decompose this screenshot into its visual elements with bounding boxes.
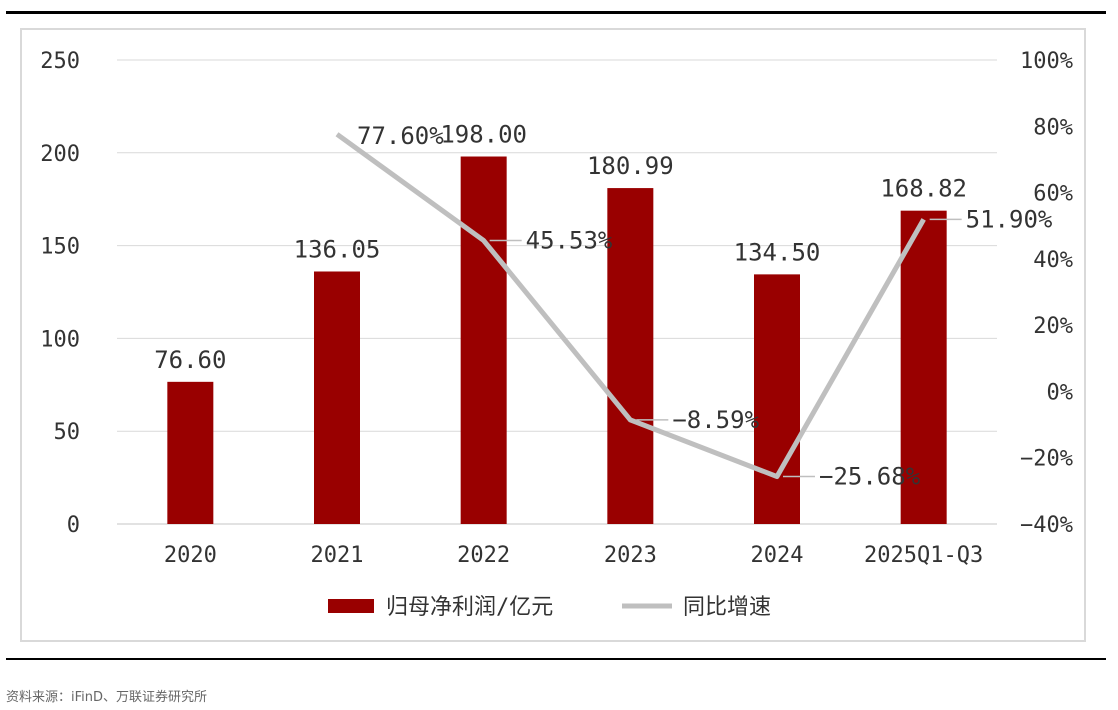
right-tick-label: 40%	[1033, 248, 1073, 273]
right-tick-label: 20%	[1033, 314, 1073, 339]
right-tick-label: 60%	[1033, 182, 1073, 207]
bar-value-label: 136.05	[294, 235, 381, 263]
left-tick-label: 50	[54, 420, 81, 445]
right-tick-label: 80%	[1033, 115, 1073, 140]
x-tick-label: 2021	[311, 543, 364, 568]
line-series: 77.60% 45.53% −8.59% −25.68% 51.90%	[335, 122, 1053, 491]
bar-value-label: 134.50	[734, 238, 821, 266]
line-value-label: 45.53%	[526, 227, 613, 255]
bar-series: 76.60 136.05 198.00 180.99 134.50 168.82	[154, 121, 967, 524]
right-tick-label: −40%	[1020, 513, 1073, 538]
x-tick-label: 2023	[604, 543, 657, 568]
growth-line	[335, 132, 926, 480]
bar	[314, 271, 360, 524]
right-axis: −40% −20% 0% 20% 40% 60% 80% 100%	[1020, 49, 1073, 538]
x-tick-label: 2025Q1-Q3	[864, 543, 983, 568]
line-value-label: 51.90%	[966, 205, 1053, 233]
legend: 归母净利润/亿元 同比增速	[328, 595, 771, 620]
line-value-label: 77.60%	[357, 122, 444, 150]
left-tick-label: 200	[40, 142, 80, 167]
right-tick-label: 0%	[1047, 380, 1074, 405]
source-note: 资料来源：iFinD、万联证券研究所	[6, 690, 208, 705]
x-tick-label: 2022	[457, 543, 510, 568]
right-tick-label: −20%	[1020, 447, 1073, 472]
chart-frame: 0 50 100 150 200 250 −40% −20% 0% 20% 40% 60% 80% 10…	[20, 28, 1086, 642]
legend-bar-swatch	[328, 599, 374, 613]
combo-chart: 0 50 100 150 200 250 −40% −20% 0% 20% 40% 60% 80% 10…	[40, 49, 1073, 620]
legend-line-label: 同比增速	[683, 595, 771, 620]
x-axis: 2020 2021 2022 2023 2024 2025Q1-Q3	[164, 543, 983, 568]
left-tick-label: 150	[40, 235, 80, 260]
bar-value-label: 180.99	[587, 152, 674, 180]
left-tick-label: 100	[40, 327, 80, 352]
x-tick-label: 2020	[164, 543, 217, 568]
bar	[900, 210, 947, 524]
bar	[167, 381, 214, 524]
bar	[754, 274, 800, 524]
top-rule	[6, 11, 1106, 14]
left-tick-label: 0	[67, 513, 80, 538]
left-tick-label: 250	[40, 49, 80, 74]
left-axis: 0 50 100 150 200 250	[40, 49, 80, 538]
bar-value-label: 198.00	[440, 121, 527, 149]
legend-bar-label: 归母净利润/亿元	[386, 595, 553, 620]
bar-value-label: 76.60	[154, 346, 226, 374]
bar-value-label: 168.82	[880, 175, 967, 203]
bottom-rule	[6, 658, 1106, 660]
line-value-label: −25.68%	[819, 463, 921, 491]
gridlines	[117, 59, 997, 525]
x-tick-label: 2024	[751, 543, 804, 568]
bar	[607, 188, 654, 524]
right-tick-label: 100%	[1020, 49, 1073, 74]
bar	[460, 156, 507, 524]
line-value-label: −8.59%	[672, 406, 759, 434]
